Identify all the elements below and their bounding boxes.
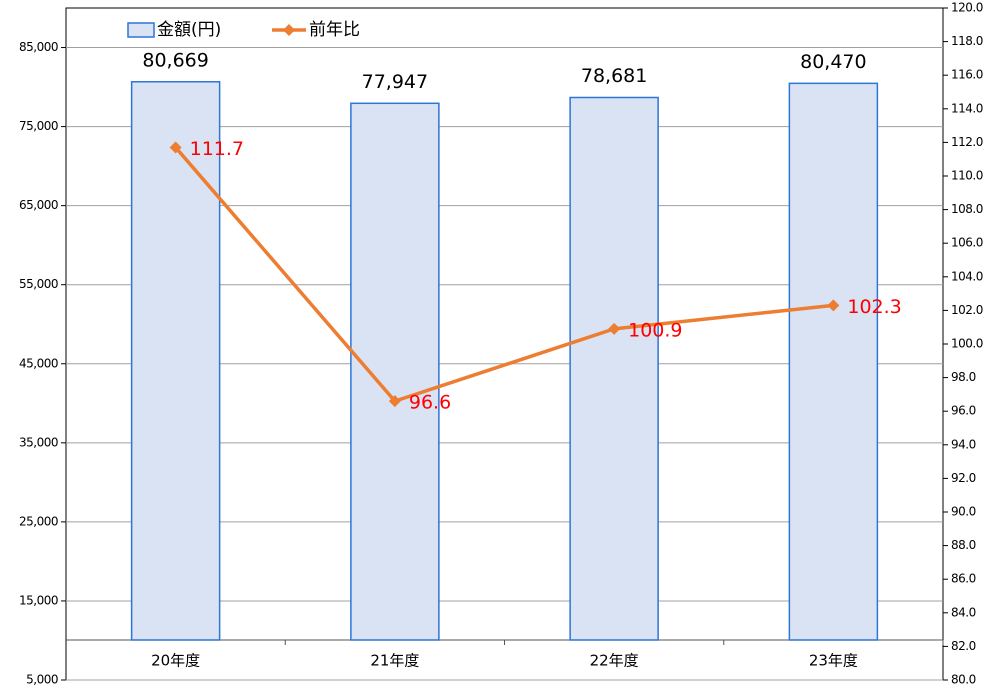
y-tick-label: 55,000 <box>19 277 58 291</box>
y2-tick-label: 106.0 <box>951 236 983 250</box>
line-value-label: 102.3 <box>847 296 901 318</box>
y2-tick-label: 120.0 <box>951 1 983 15</box>
y-tick-label: 35,000 <box>19 435 58 449</box>
legend-swatch <box>127 22 155 38</box>
line-marker <box>169 141 182 154</box>
y2-tick-label: 114.0 <box>951 101 983 115</box>
y2-tick-label: 90.0 <box>951 505 976 519</box>
y-tick-label: 45,000 <box>19 356 58 370</box>
y2-tick-label: 112.0 <box>951 135 983 149</box>
x-tick-label: 20年度 <box>151 652 200 670</box>
y-tick-label: 5,000 <box>26 673 58 687</box>
bar <box>130 81 221 641</box>
y2-tick-label: 84.0 <box>951 605 976 619</box>
y2-tick-label: 80.0 <box>951 673 976 687</box>
y2-tick-label: 88.0 <box>951 538 976 552</box>
y-tick-label: 75,000 <box>19 119 58 133</box>
bar-value-label: 80,669 <box>142 49 208 71</box>
legend-label: 金額(円) <box>157 20 221 40</box>
y2-tick-label: 98.0 <box>951 370 976 384</box>
y2-tick-label: 116.0 <box>951 68 983 82</box>
legend-marker <box>283 24 295 36</box>
line-marker <box>608 322 621 335</box>
y2-tick-label: 110.0 <box>951 169 983 183</box>
x-tick-label: 23年度 <box>809 652 858 670</box>
y2-tick-label: 102.0 <box>951 303 983 317</box>
line-value-label: 100.9 <box>628 319 682 341</box>
line-marker <box>388 395 401 408</box>
bar <box>788 82 879 641</box>
line-marker <box>827 299 840 312</box>
bar <box>569 96 659 641</box>
y2-tick-label: 118.0 <box>951 34 983 48</box>
y2-tick-label: 100.0 <box>951 337 983 351</box>
bar-value-label: 80,470 <box>800 51 866 73</box>
line-value-label: 111.7 <box>190 138 244 160</box>
y2-tick-label: 94.0 <box>951 437 976 451</box>
x-tick-label: 21年度 <box>370 652 419 670</box>
legend-label: 前年比 <box>309 20 360 40</box>
line-value-label: 96.6 <box>409 392 451 414</box>
bar <box>350 102 440 641</box>
y-tick-label: 65,000 <box>19 198 58 212</box>
bar-value-label: 77,947 <box>362 71 428 93</box>
y2-tick-label: 104.0 <box>951 269 983 283</box>
line <box>174 146 834 404</box>
y-tick-label: 15,000 <box>19 593 58 607</box>
bar-value-label: 78,681 <box>581 65 647 87</box>
y2-tick-label: 92.0 <box>951 471 976 485</box>
y-tick-label: 25,000 <box>19 514 58 528</box>
x-tick-label: 22年度 <box>590 652 639 670</box>
y2-tick-label: 96.0 <box>951 404 976 418</box>
y2-tick-label: 82.0 <box>951 639 976 653</box>
y-tick-label: 85,000 <box>19 40 58 54</box>
y2-tick-label: 86.0 <box>951 572 976 586</box>
y2-tick-label: 108.0 <box>951 202 983 216</box>
